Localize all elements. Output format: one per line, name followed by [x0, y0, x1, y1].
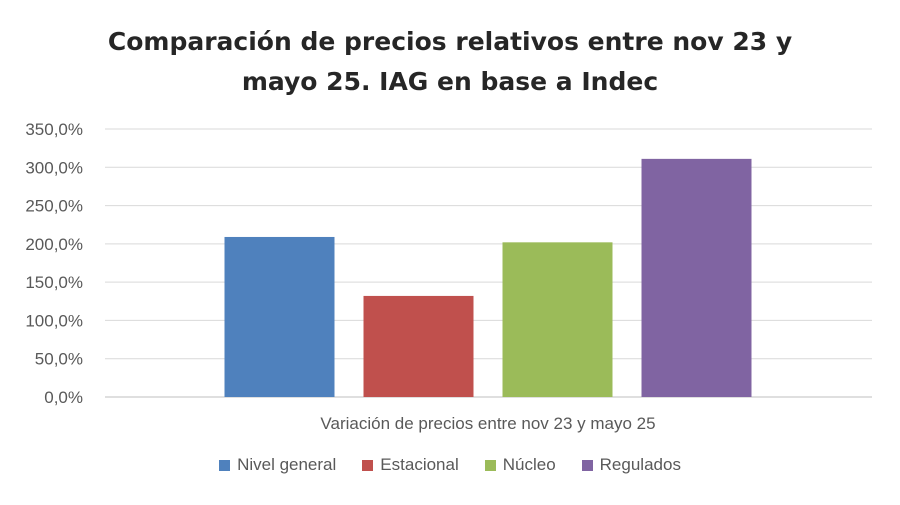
- legend-swatch-estacional: [362, 459, 374, 471]
- bar-regulados: [641, 158, 752, 397]
- legend-item-regulados: Regulados: [581, 455, 681, 475]
- chart-title: Comparación de precios relativos entre n…: [0, 22, 900, 102]
- y-tick-label: 150,0%: [25, 273, 83, 292]
- legend-item-estacional: Estacional: [362, 455, 459, 475]
- legend-label-estacional: Estacional: [380, 455, 459, 474]
- legend-label-nucleo: Núcleo: [502, 455, 556, 474]
- legend-item-nucleo: Núcleo: [484, 455, 556, 475]
- legend-swatch-nucleo: [484, 459, 496, 471]
- legend-label-nivel-general: Nivel general: [237, 455, 337, 474]
- bar-estacional: [363, 295, 474, 397]
- y-tick-label: 50,0%: [35, 350, 83, 369]
- bar-nivel-general: [224, 236, 335, 397]
- y-tick-label: 200,0%: [25, 235, 83, 254]
- y-tick-label: 0,0%: [44, 388, 83, 407]
- legend-label-regulados: Regulados: [599, 455, 681, 474]
- legend: Nivel general Estacional Núcleo Regulado…: [0, 455, 900, 475]
- y-tick-label: 300,0%: [25, 158, 83, 177]
- x-category-label: Variación de precios entre nov 23 y mayo…: [320, 414, 655, 433]
- bars: [224, 158, 752, 397]
- y-axis-tick-labels: 0,0% 50,0% 100,0% 150,0% 200,0% 250,0% 300,0% 3…: [25, 120, 83, 407]
- legend-swatch-nivel-general: [219, 459, 231, 471]
- chart-title-line-2: mayo 25. IAG en base a Indec: [241, 67, 659, 96]
- bar-n-cleo: [502, 242, 613, 397]
- y-tick-label: 350,0%: [25, 120, 83, 139]
- y-tick-label: 250,0%: [25, 197, 83, 216]
- chart-title-line-1: Comparación de precios relativos entre n…: [107, 27, 793, 56]
- gridlines: [105, 128, 872, 398]
- legend-item-nivel-general: Nivel general: [219, 455, 336, 475]
- x-axis-category-labels: Variación de precios entre nov 23 y mayo…: [320, 414, 655, 433]
- legend-swatch-regulados: [581, 459, 593, 471]
- y-tick-label: 100,0%: [25, 311, 83, 330]
